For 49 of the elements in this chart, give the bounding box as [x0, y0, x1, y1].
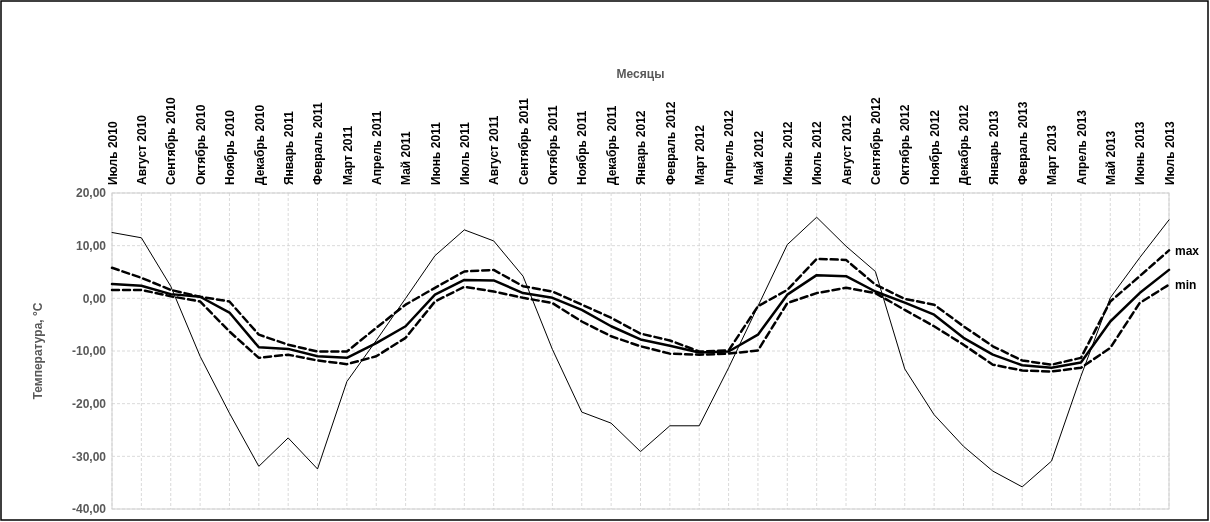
x-tick-label: Январь 2013 — [986, 110, 1001, 185]
x-tick-label: Январь 2011 — [281, 110, 296, 185]
x-tick-label: Июль 2012 — [810, 121, 825, 185]
x-tick-label: Июль 2011 — [458, 121, 473, 185]
x-tick-label: Январь 2012 — [634, 110, 649, 185]
x-tick-label: Сентябрь 2011 — [516, 97, 531, 185]
series-label: min — [1175, 277, 1197, 292]
x-tick-label: Август 2011 — [487, 115, 502, 185]
y-tick-label: -20,00 — [71, 397, 107, 412]
x-tick-label: Октябрь 2011 — [546, 104, 561, 185]
x-tick-label: Ноябрь 2012 — [927, 109, 942, 185]
y-tick-label: -30,00 — [71, 449, 107, 464]
x-tick-label: Июнь 2013 — [1133, 121, 1148, 185]
x-tick-label: Февраль 2011 — [311, 102, 326, 185]
y-tick-label: 20,00 — [75, 186, 107, 201]
x-tick-label: Декабрь 2012 — [957, 104, 972, 185]
x-tick-label: Ноябрь 2010 — [223, 109, 238, 185]
y-tick-label: 0,00 — [82, 291, 107, 306]
x-tick-label: Сентябрь 2012 — [869, 97, 884, 185]
x-tick-label: Март 2013 — [1045, 124, 1060, 185]
x-tick-label: Июнь 2012 — [781, 121, 796, 185]
y-tick-label: -10,00 — [71, 344, 107, 359]
y-axis-title: Температура, °C — [31, 302, 45, 400]
x-tick-label: Май 2012 — [751, 130, 766, 185]
x-tick-label: Июль 2013 — [1162, 121, 1177, 185]
x-tick-label: Май 2011 — [399, 131, 414, 185]
y-tick-label: 10,00 — [75, 239, 107, 254]
x-tick-label: Август 2010 — [135, 114, 150, 185]
x-tick-label: Август 2012 — [839, 114, 854, 185]
x-tick-label: Май 2013 — [1103, 130, 1118, 185]
x-tick-label: Март 2012 — [692, 124, 707, 185]
x-tick-label: Март 2011 — [340, 125, 355, 185]
x-tick-label: Февраль 2013 — [1015, 101, 1030, 185]
x-tick-label: Февраль 2012 — [663, 101, 678, 185]
x-tick-label: Апрель 2012 — [722, 109, 737, 185]
x-axis-title: Месяцы — [616, 67, 665, 81]
x-tick-label: Ноябрь 2011 — [575, 110, 590, 185]
x-tick-label: Июнь 2011 — [428, 121, 443, 185]
x-tick-label: Апрель 2011 — [369, 110, 384, 185]
x-tick-label: Июль 2010 — [105, 121, 120, 185]
x-tick-label: Октябрь 2012 — [898, 104, 913, 185]
line-series — [111, 216, 1170, 488]
series-label: max — [1175, 243, 1200, 258]
x-tick-label: Сентябрь 2010 — [164, 97, 179, 185]
x-tick-label: Декабрь 2011 — [604, 105, 619, 185]
x-tick-label: Апрель 2013 — [1074, 109, 1089, 185]
x-tick-label: Октябрь 2010 — [193, 104, 208, 185]
y-tick-label: -40,00 — [71, 502, 107, 517]
x-tick-label: Декабрь 2010 — [252, 104, 267, 185]
